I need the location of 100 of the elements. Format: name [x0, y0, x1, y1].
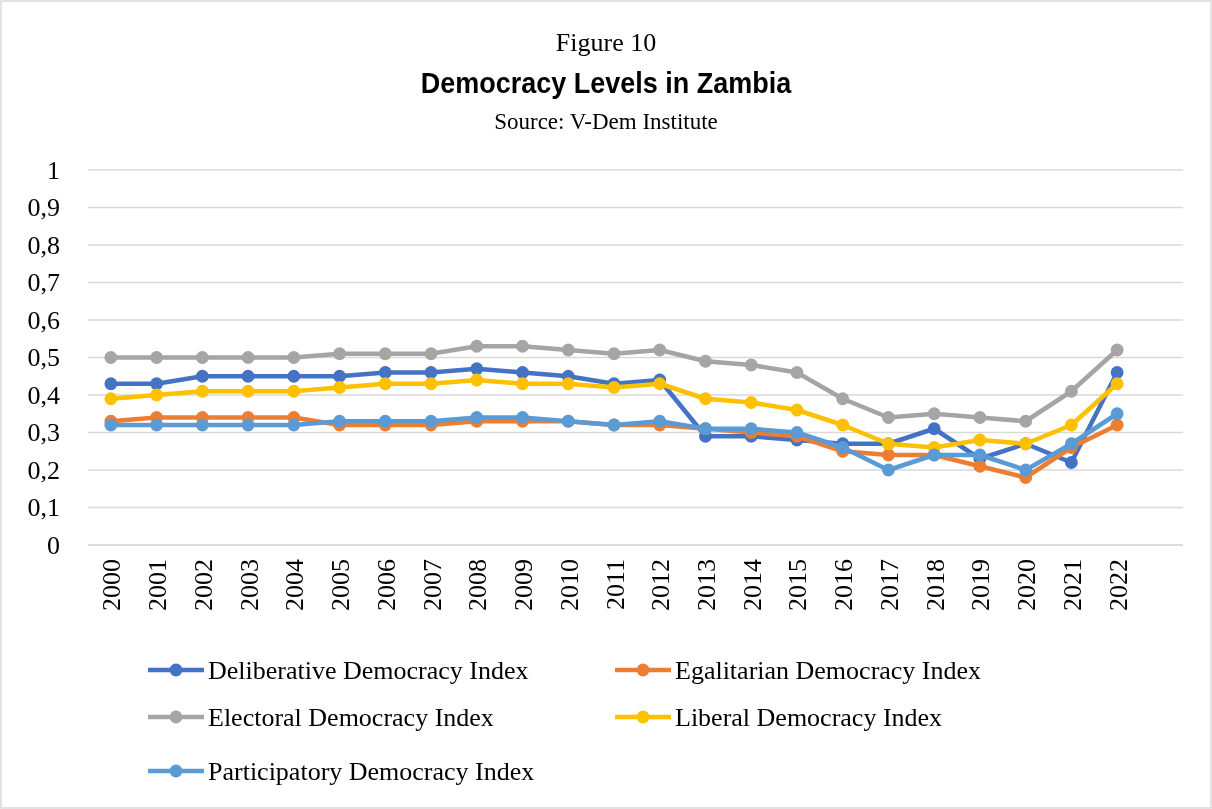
- point: [790, 403, 804, 417]
- point: [836, 392, 850, 406]
- point: [333, 369, 346, 383]
- point: [973, 433, 987, 447]
- point: [195, 351, 209, 364]
- point: [744, 422, 758, 436]
- point: [516, 339, 529, 353]
- y-tick-label: 0,7: [27, 268, 60, 298]
- point: [744, 396, 758, 409]
- legend-label: Electoral Democracy Index: [208, 703, 494, 732]
- point: [1064, 384, 1078, 398]
- x-tick-label: 2018: [920, 559, 950, 611]
- point: [104, 392, 118, 406]
- point: [150, 377, 164, 391]
- point: [516, 366, 529, 379]
- x-tick-label: 2012: [646, 559, 676, 611]
- point: [150, 388, 164, 402]
- point: [104, 351, 118, 364]
- point: [882, 448, 895, 462]
- x-tick-label: 2000: [97, 559, 127, 611]
- caption: Figure 10: [555, 28, 657, 57]
- point: [150, 418, 164, 432]
- point: [287, 418, 301, 432]
- point: [927, 422, 941, 436]
- point: [195, 384, 209, 398]
- point: [1064, 418, 1078, 432]
- point: [653, 414, 667, 428]
- legend-label: Egalitarian Democracy Index: [675, 656, 982, 685]
- point: [241, 418, 255, 432]
- point: [470, 411, 484, 424]
- x-tick-label: 2021: [1057, 559, 1087, 611]
- point: [333, 347, 346, 361]
- y-tick-label: 0,2: [27, 455, 60, 485]
- point: [104, 418, 118, 432]
- point: [1064, 456, 1078, 469]
- point: [424, 414, 438, 428]
- x-tick-label: 2003: [234, 559, 264, 611]
- y-tick-label: 0,5: [27, 343, 60, 373]
- y-tick-label: 0,3: [27, 418, 60, 448]
- point: [882, 463, 895, 477]
- point: [104, 377, 118, 391]
- y-tick-label: 0: [47, 530, 60, 560]
- x-tick-label: 2010: [554, 559, 584, 611]
- point: [470, 339, 484, 353]
- point: [424, 347, 438, 361]
- x-tick-label: 2007: [417, 559, 447, 611]
- x-tick-label: 2005: [326, 559, 356, 611]
- point: [333, 414, 346, 428]
- legend-label: Participatory Democracy Index: [208, 757, 535, 786]
- y-tick-label: 0,4: [27, 380, 60, 410]
- x-tick-label: 2016: [829, 559, 859, 611]
- point: [1110, 366, 1124, 379]
- x-tick-label: 2019: [966, 559, 996, 611]
- point: [744, 358, 758, 372]
- point: [195, 418, 209, 432]
- point: [287, 369, 301, 383]
- point: [1064, 437, 1078, 451]
- point: [470, 373, 484, 387]
- point: [790, 426, 804, 439]
- legend-label: Liberal Democracy Index: [675, 703, 943, 732]
- y-tick-label: 0,8: [27, 230, 60, 260]
- y-tick-label: 0,1: [27, 493, 60, 523]
- point: [699, 392, 712, 406]
- y-tick-label: 1: [47, 155, 60, 185]
- chart-subtitle: Source: V-Dem Institute: [494, 109, 718, 134]
- point: [516, 377, 529, 391]
- x-tick-label: 2002: [188, 559, 218, 611]
- x-tick-label: 2009: [509, 559, 539, 611]
- point: [378, 347, 392, 361]
- x-tick-label: 2015: [783, 559, 813, 611]
- point: [1019, 463, 1033, 477]
- point: [927, 407, 941, 421]
- point: [378, 377, 392, 391]
- point: [241, 351, 255, 364]
- point: [561, 377, 575, 391]
- x-tick-label: 2011: [600, 559, 630, 611]
- point: [790, 366, 804, 379]
- point: [516, 411, 529, 424]
- point: [287, 384, 301, 398]
- point: [653, 343, 667, 357]
- x-tick-label: 2022: [1103, 559, 1133, 611]
- x-tick-label: 2006: [371, 559, 401, 611]
- point: [333, 381, 346, 394]
- point: [195, 369, 209, 383]
- point: [653, 377, 667, 391]
- x-tick-label: 2017: [874, 559, 904, 611]
- point: [882, 411, 895, 424]
- point: [378, 414, 392, 428]
- point: [470, 362, 484, 376]
- y-tick-label: 0,6: [27, 305, 60, 335]
- legend-label: Deliberative Democracy Index: [208, 656, 529, 685]
- point: [607, 381, 621, 394]
- point: [973, 448, 987, 462]
- point: [150, 351, 164, 364]
- point: [241, 369, 255, 383]
- y-tick-label: 0,9: [27, 193, 60, 223]
- point: [241, 384, 255, 398]
- chart-title: Democracy Levels in Zambia: [420, 65, 793, 100]
- point: [699, 354, 712, 368]
- x-tick-label: 2004: [280, 559, 310, 611]
